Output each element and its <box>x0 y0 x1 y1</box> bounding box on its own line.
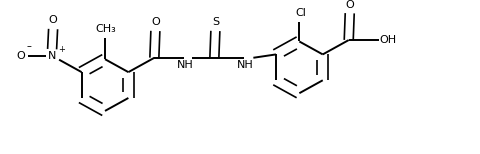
Text: O: O <box>151 17 160 27</box>
Text: –: – <box>27 41 32 51</box>
Text: NH: NH <box>177 60 194 70</box>
Text: N: N <box>48 51 56 61</box>
Text: O: O <box>17 51 25 61</box>
Text: S: S <box>212 17 219 27</box>
Text: Cl: Cl <box>295 8 306 18</box>
Text: O: O <box>345 0 354 10</box>
Text: O: O <box>49 15 58 25</box>
Text: NH: NH <box>237 60 254 70</box>
Text: +: + <box>58 45 64 54</box>
Text: OH: OH <box>379 35 396 45</box>
Text: CH₃: CH₃ <box>96 24 116 34</box>
